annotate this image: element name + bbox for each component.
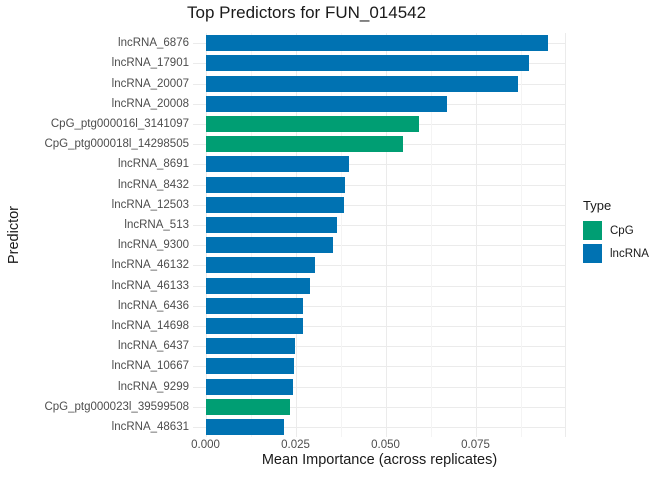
y-axis-label: lncRNA_12503 bbox=[111, 198, 189, 211]
x-tick-label: 0.025 bbox=[281, 439, 310, 451]
bar bbox=[205, 75, 519, 92]
gridline-row bbox=[193, 184, 566, 186]
gridline-row bbox=[193, 406, 566, 408]
gridline-major-x bbox=[475, 33, 477, 437]
y-axis-labels: lncRNA_6876 lncRNA_17901 lncRNA_20007 lncRN… bbox=[0, 33, 189, 437]
y-axis-label: lncRNA_10667 bbox=[111, 360, 189, 373]
legend-title: Type bbox=[583, 198, 612, 213]
bar bbox=[205, 317, 304, 334]
legend-item: lncRNA bbox=[583, 244, 649, 263]
bar bbox=[205, 338, 295, 355]
y-axis-label: CpG_ptg000016l_3141097 bbox=[50, 117, 189, 130]
y-axis-label: lncRNA_48631 bbox=[111, 420, 189, 433]
bar bbox=[205, 297, 304, 314]
gridline-row bbox=[193, 285, 566, 287]
legend-swatch bbox=[583, 221, 602, 240]
x-tick-label: 0.075 bbox=[461, 439, 490, 451]
y-axis-label: lncRNA_513 bbox=[124, 218, 189, 231]
bar bbox=[205, 95, 448, 112]
legend-item-label: CpG bbox=[610, 224, 634, 237]
bar bbox=[205, 136, 404, 153]
y-axis-label: lncRNA_17901 bbox=[111, 57, 189, 70]
legend-item-label: lncRNA bbox=[610, 247, 649, 260]
gridline-major-x bbox=[295, 33, 297, 437]
gridline-minor-x bbox=[340, 33, 342, 437]
legend-swatch bbox=[583, 244, 602, 263]
legend-items: CpG lncRNA bbox=[583, 221, 649, 263]
bar bbox=[205, 358, 295, 375]
y-axis-label: lncRNA_6436 bbox=[118, 299, 189, 312]
x-tick-label: 0.000 bbox=[191, 439, 220, 451]
y-axis-label: lncRNA_46132 bbox=[111, 259, 189, 272]
gridline-major-x bbox=[565, 33, 566, 437]
gridline-row bbox=[193, 325, 566, 327]
x-tick-label: 0.050 bbox=[371, 439, 400, 451]
gridline-row bbox=[193, 305, 566, 307]
gridline-minor-x bbox=[430, 33, 432, 437]
gridline-row bbox=[193, 265, 566, 267]
bar bbox=[205, 196, 344, 213]
y-axis-label: CpG_ptg000023l_39599508 bbox=[44, 400, 189, 413]
bar bbox=[205, 35, 549, 52]
bar bbox=[205, 257, 315, 274]
gridline-minor-x bbox=[520, 33, 522, 437]
y-axis-label: lncRNA_20007 bbox=[111, 77, 189, 90]
bar bbox=[205, 176, 346, 193]
chart-title: Top Predictors for FUN_014542 bbox=[187, 3, 427, 22]
gridline-major-x bbox=[385, 33, 387, 437]
bar bbox=[205, 398, 291, 415]
y-axis-label: lncRNA_8691 bbox=[118, 158, 189, 171]
y-axis-label: lncRNA_6876 bbox=[118, 37, 189, 50]
gridline-row bbox=[193, 366, 566, 368]
y-axis-label: lncRNA_9300 bbox=[118, 239, 189, 252]
legend-item: CpG bbox=[583, 221, 649, 240]
bar bbox=[205, 378, 294, 395]
plot-panel bbox=[193, 33, 566, 437]
gridline-row bbox=[193, 224, 566, 226]
y-axis-label: lncRNA_8432 bbox=[118, 178, 189, 191]
bar bbox=[205, 55, 530, 72]
gridline-row bbox=[193, 164, 566, 166]
gridline-row bbox=[193, 204, 566, 206]
bar bbox=[205, 277, 310, 294]
y-axis-label: lncRNA_20008 bbox=[111, 97, 189, 110]
x-axis-title: Mean Importance (across replicates) bbox=[261, 452, 498, 468]
gridline-row bbox=[193, 386, 566, 388]
y-axis-label: lncRNA_9299 bbox=[118, 380, 189, 393]
y-axis-label: CpG_ptg000018l_14298505 bbox=[44, 138, 189, 151]
bar bbox=[205, 216, 338, 233]
y-axis-label: lncRNA_46133 bbox=[111, 279, 189, 292]
gridline-major-x bbox=[205, 33, 207, 437]
bar bbox=[205, 156, 350, 173]
bar bbox=[205, 237, 333, 254]
gridline-row bbox=[193, 245, 566, 247]
gridline-row bbox=[193, 426, 566, 428]
y-axis-label: lncRNA_14698 bbox=[111, 319, 189, 332]
y-axis-label: lncRNA_6437 bbox=[118, 340, 189, 353]
bar bbox=[205, 418, 284, 435]
gridline-minor-x bbox=[250, 33, 252, 437]
gridline-row bbox=[193, 346, 566, 348]
legend: Type CpG lncRNA bbox=[583, 198, 649, 267]
bar bbox=[205, 115, 419, 132]
